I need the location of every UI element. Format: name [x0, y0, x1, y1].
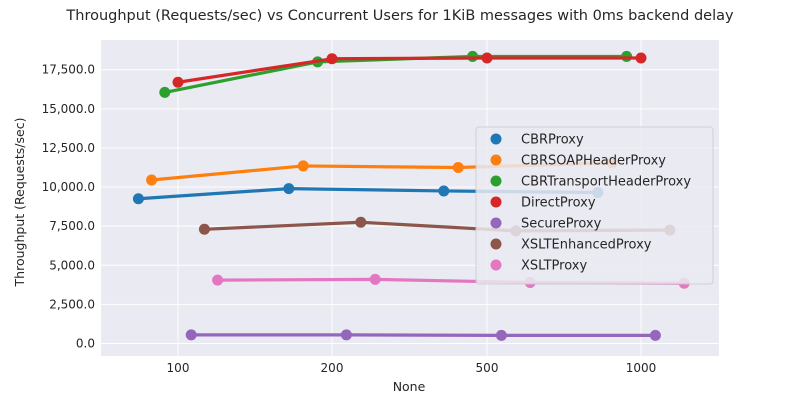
- data-point-XSLTProxy: [212, 274, 224, 286]
- legend-marker: [490, 133, 502, 145]
- data-point-CBRProxy: [132, 193, 144, 205]
- data-point-CBRSOAPHeaderProxy: [452, 161, 464, 173]
- y-tick-label: 12,500.0: [42, 141, 95, 155]
- legend-label: DirectProxy: [521, 196, 596, 211]
- legend-marker: [490, 196, 502, 208]
- legend-label: SecureProxy: [521, 217, 602, 232]
- legend-label: XSLTEnhancedProxy: [521, 238, 652, 253]
- legend-label: CBRTransportHeaderProxy: [521, 175, 691, 190]
- x-tick-label: 200: [321, 361, 344, 375]
- data-point-CBRSOAPHeaderProxy: [297, 160, 309, 172]
- data-point-CBRTransportHeaderProxy: [159, 86, 171, 98]
- y-tick-label: 10,000.0: [42, 180, 95, 194]
- data-point-CBRTransportHeaderProxy: [467, 50, 479, 62]
- y-tick-label: 15,000.0: [42, 102, 95, 116]
- data-point-CBRProxy: [438, 185, 450, 197]
- legend-label: XSLTProxy: [521, 259, 587, 274]
- legend-marker: [490, 259, 502, 271]
- data-point-XSLTEnhancedProxy: [355, 216, 367, 228]
- x-tick-label: 1000: [626, 361, 657, 375]
- chart-title: Throughput (Requests/sec) vs Concurrent …: [65, 8, 734, 24]
- data-point-DirectProxy: [481, 52, 493, 64]
- y-tick-label: 7,500.0: [49, 219, 95, 233]
- data-point-CBRProxy: [283, 183, 295, 195]
- x-tick-label: 500: [476, 361, 499, 375]
- x-axis-ticks: 100 200 500 1000: [167, 361, 657, 375]
- x-axis-label: None: [393, 379, 426, 394]
- legend-marker: [490, 154, 502, 166]
- x-tick-label: 100: [167, 361, 190, 375]
- y-tick-label: 17,500.0: [42, 63, 95, 77]
- data-point-DirectProxy: [172, 76, 184, 88]
- data-point-SecureProxy: [649, 329, 661, 341]
- data-point-SecureProxy: [340, 329, 352, 341]
- y-axis-ticks: 0.0 2,500.0 5,000.0 7,500.0 10,000.0 12,500.0…: [42, 63, 95, 351]
- data-point-CBRSOAPHeaderProxy: [146, 174, 158, 186]
- data-point-DirectProxy: [635, 52, 647, 64]
- y-axis-label: Throughput (Requests/sec): [12, 118, 27, 288]
- data-point-SecureProxy: [185, 329, 197, 341]
- legend-label: CBRSOAPHeaderProxy: [521, 154, 666, 169]
- y-tick-label: 2,500.0: [49, 297, 95, 311]
- data-point-DirectProxy: [326, 53, 338, 65]
- y-tick-label: 5,000.0: [49, 258, 95, 272]
- legend-box: [475, 126, 714, 285]
- legend-marker: [490, 238, 502, 250]
- data-point-XSLTProxy: [369, 273, 381, 285]
- legend-marker: [490, 175, 502, 187]
- data-point-SecureProxy: [495, 329, 507, 341]
- data-point-XSLTEnhancedProxy: [198, 223, 210, 235]
- y-tick-label: 0.0: [76, 336, 95, 350]
- legend-marker: [490, 217, 502, 229]
- series-line-DirectProxy: [177, 56, 641, 84]
- legend: CBRProxy CBRSOAPHeaderProxy CBRTransportHe…: [475, 126, 714, 285]
- legend-label: CBRProxy: [521, 133, 584, 148]
